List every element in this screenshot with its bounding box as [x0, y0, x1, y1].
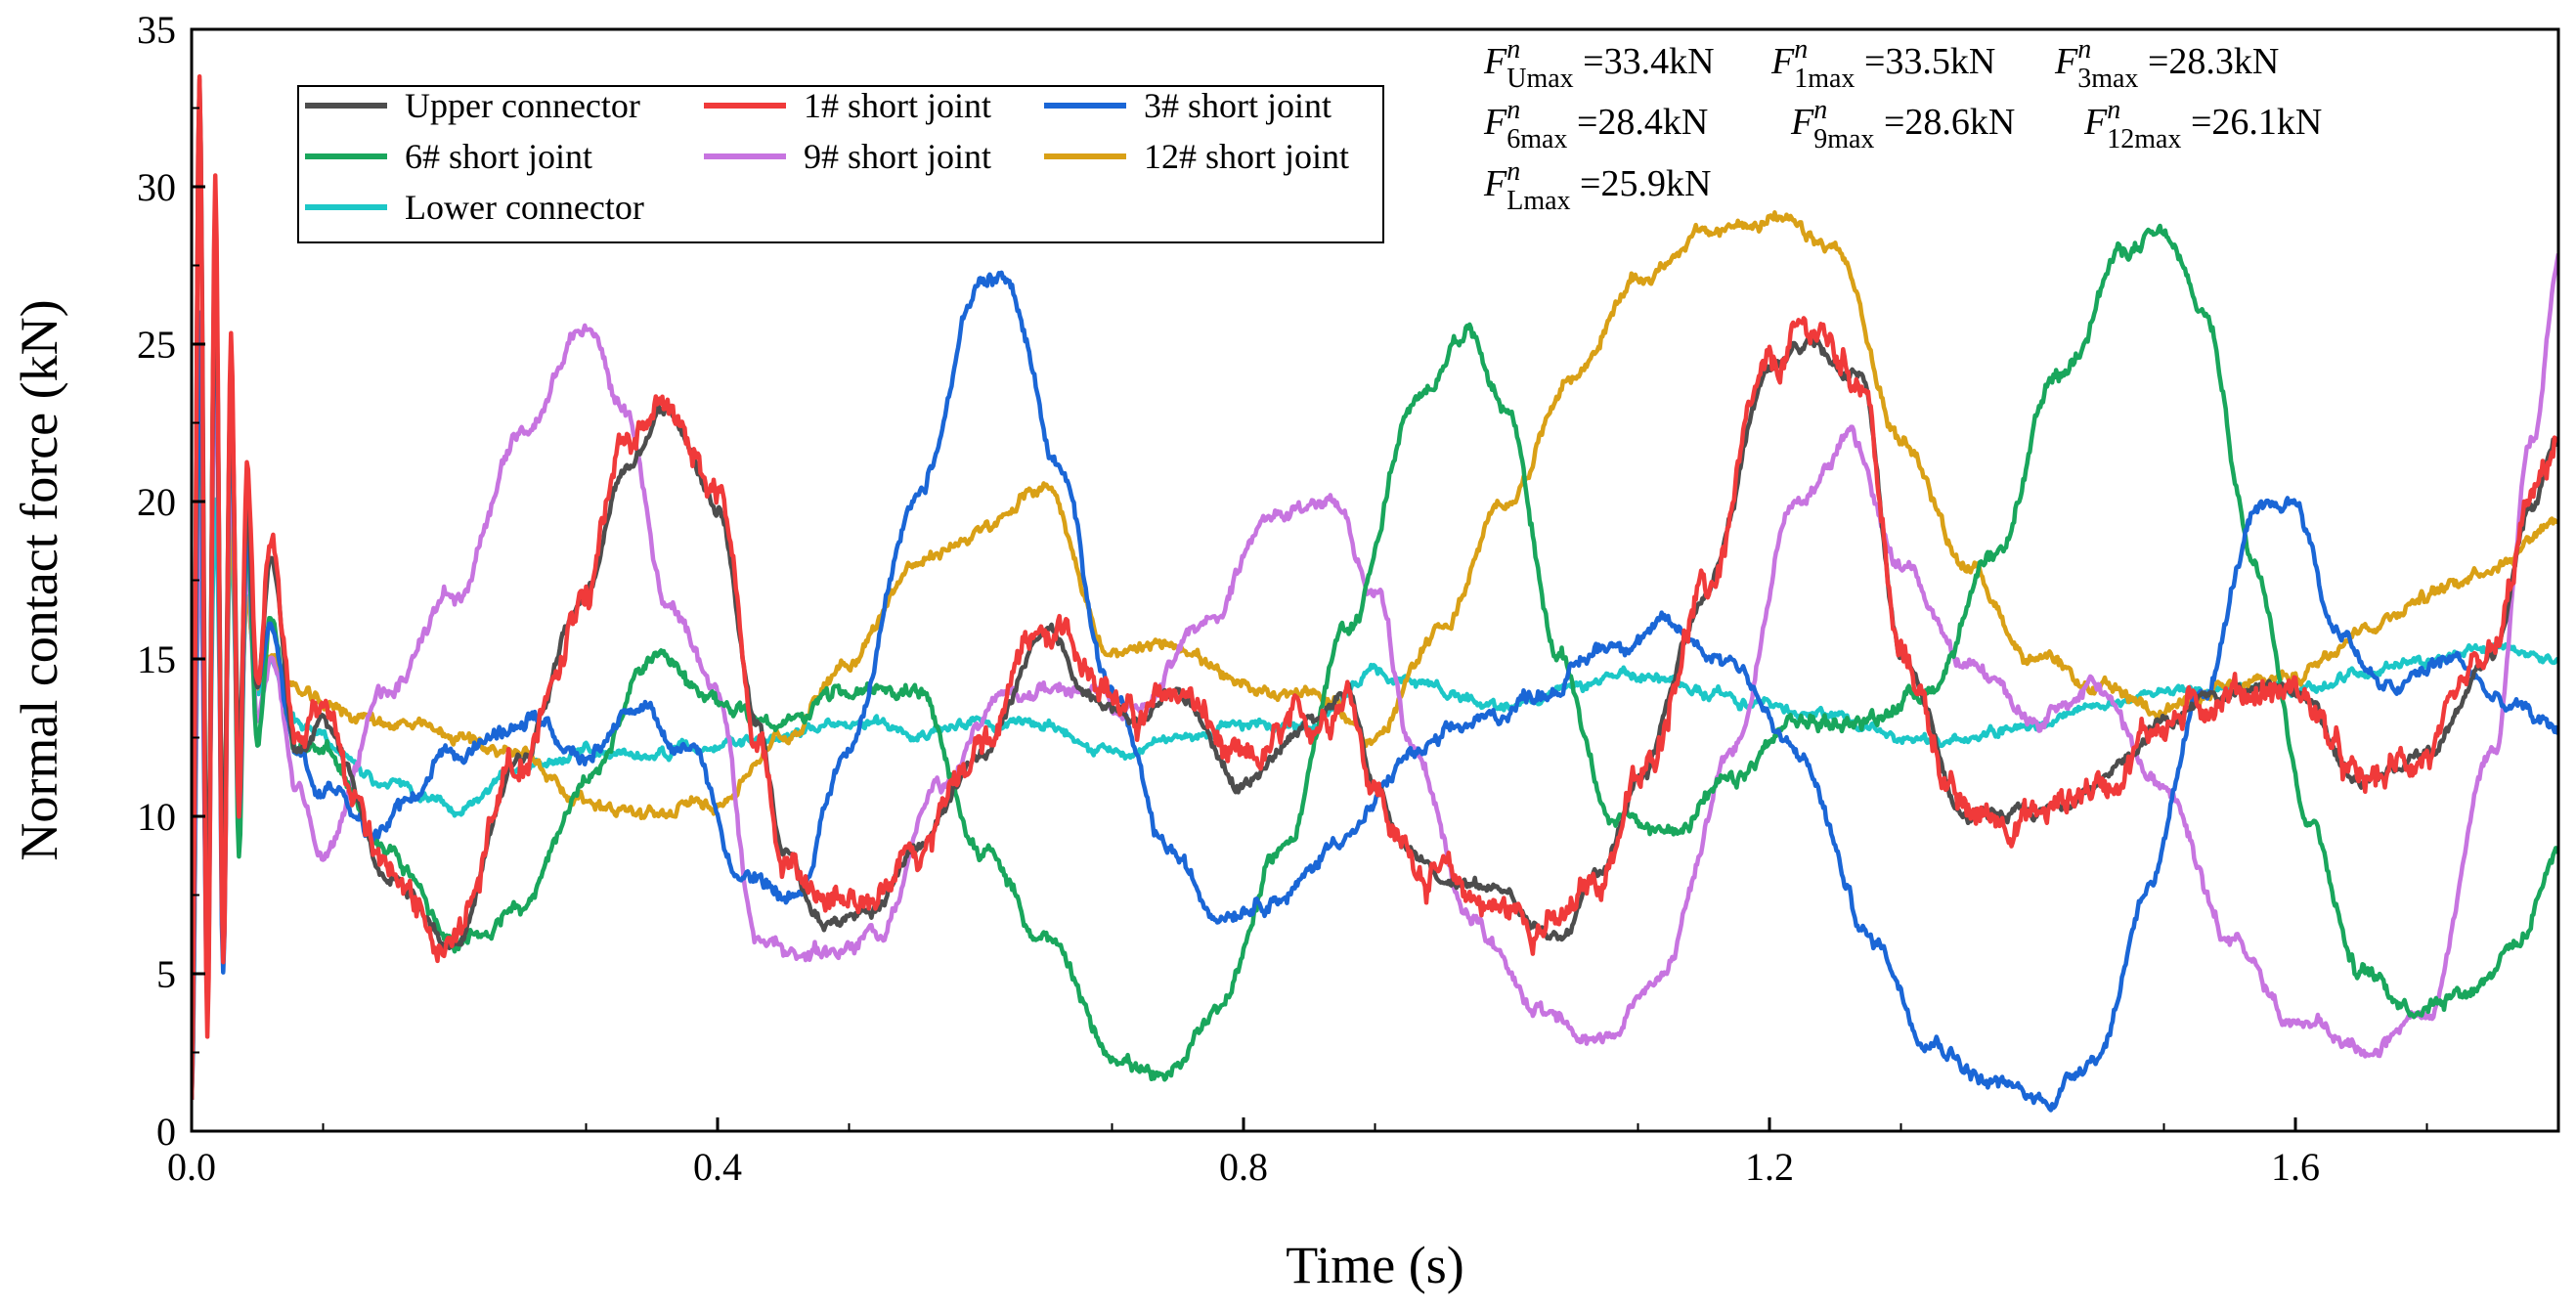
series-line-6-short-joint — [192, 223, 2558, 1100]
max-force-annotation: Fn 9max =28.6kN — [1790, 95, 2015, 154]
max-force-annotation: Fn 12max =26.1kN — [2083, 95, 2322, 154]
x-tick-label: 0.4 — [693, 1145, 742, 1189]
max-force-annotation: Fn 6max =28.4kN — [1483, 95, 1708, 154]
legend-label: 12# short joint — [1144, 137, 1349, 176]
series-line-3-short-joint — [192, 248, 2558, 1113]
legend-label: Lower connector — [405, 188, 644, 227]
y-tick-label: 0 — [156, 1110, 176, 1154]
legend: Upper connector 1# short joint 3# short jo… — [297, 85, 1384, 243]
series-line-9-short-joint — [192, 253, 2558, 1100]
y-tick-label: 10 — [137, 795, 176, 839]
legend-label: 1# short joint — [804, 86, 991, 125]
legend-label: 6# short joint — [405, 137, 592, 176]
x-axis-title: Time (s) — [1286, 1236, 1464, 1294]
max-force-annotation: Fn 1max =33.5kN — [1770, 34, 1995, 94]
legend-box — [297, 85, 1384, 243]
series-line-1-short-joint — [192, 74, 2558, 1100]
legend-label: 9# short joint — [804, 137, 991, 176]
series-layer — [192, 74, 2558, 1113]
y-tick-label: 5 — [156, 952, 176, 996]
axis-ticks: 0.0 0.4 0.8 1.2 1.6 0 5 10 15 20 25 30 35 — [137, 8, 2428, 1189]
x-tick-label: 0.8 — [1219, 1145, 1268, 1189]
y-tick-label: 25 — [137, 323, 176, 367]
y-tick-label: 35 — [137, 8, 176, 52]
y-tick-label: 30 — [137, 165, 176, 209]
legend-label: 3# short joint — [1144, 86, 1332, 125]
x-tick-label: 1.2 — [1745, 1145, 1794, 1189]
legend-label: Upper connector — [405, 86, 640, 125]
max-force-annotations: Fn Umax =33.4kN Fn 1max =33.5kN Fn 3max =28.3… — [1483, 34, 2322, 216]
y-axis-title: Normal contact force (kN) — [10, 299, 68, 860]
series-line-12-short-joint — [192, 210, 2558, 1100]
y-tick-label: 15 — [137, 637, 176, 681]
series-line-lower-connector — [192, 497, 2558, 1100]
max-force-annotation: Fn Lmax =25.9kN — [1483, 156, 1711, 216]
y-tick-label: 20 — [137, 480, 176, 524]
max-force-annotation: Fn 3max =28.3kN — [2054, 34, 2279, 94]
x-tick-label: 1.6 — [2271, 1145, 2320, 1189]
x-tick-label: 0.0 — [167, 1145, 216, 1189]
max-force-annotation: Fn Umax =33.4kN — [1483, 34, 1715, 94]
